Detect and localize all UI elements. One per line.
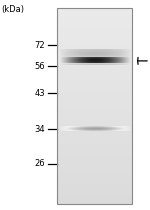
Text: 72: 72	[34, 41, 45, 50]
Text: 34: 34	[34, 125, 45, 134]
Bar	[57, 8, 132, 204]
Text: (kDa): (kDa)	[2, 5, 24, 14]
Text: 26: 26	[34, 159, 45, 168]
Text: 56: 56	[34, 62, 45, 71]
Text: 43: 43	[34, 89, 45, 98]
